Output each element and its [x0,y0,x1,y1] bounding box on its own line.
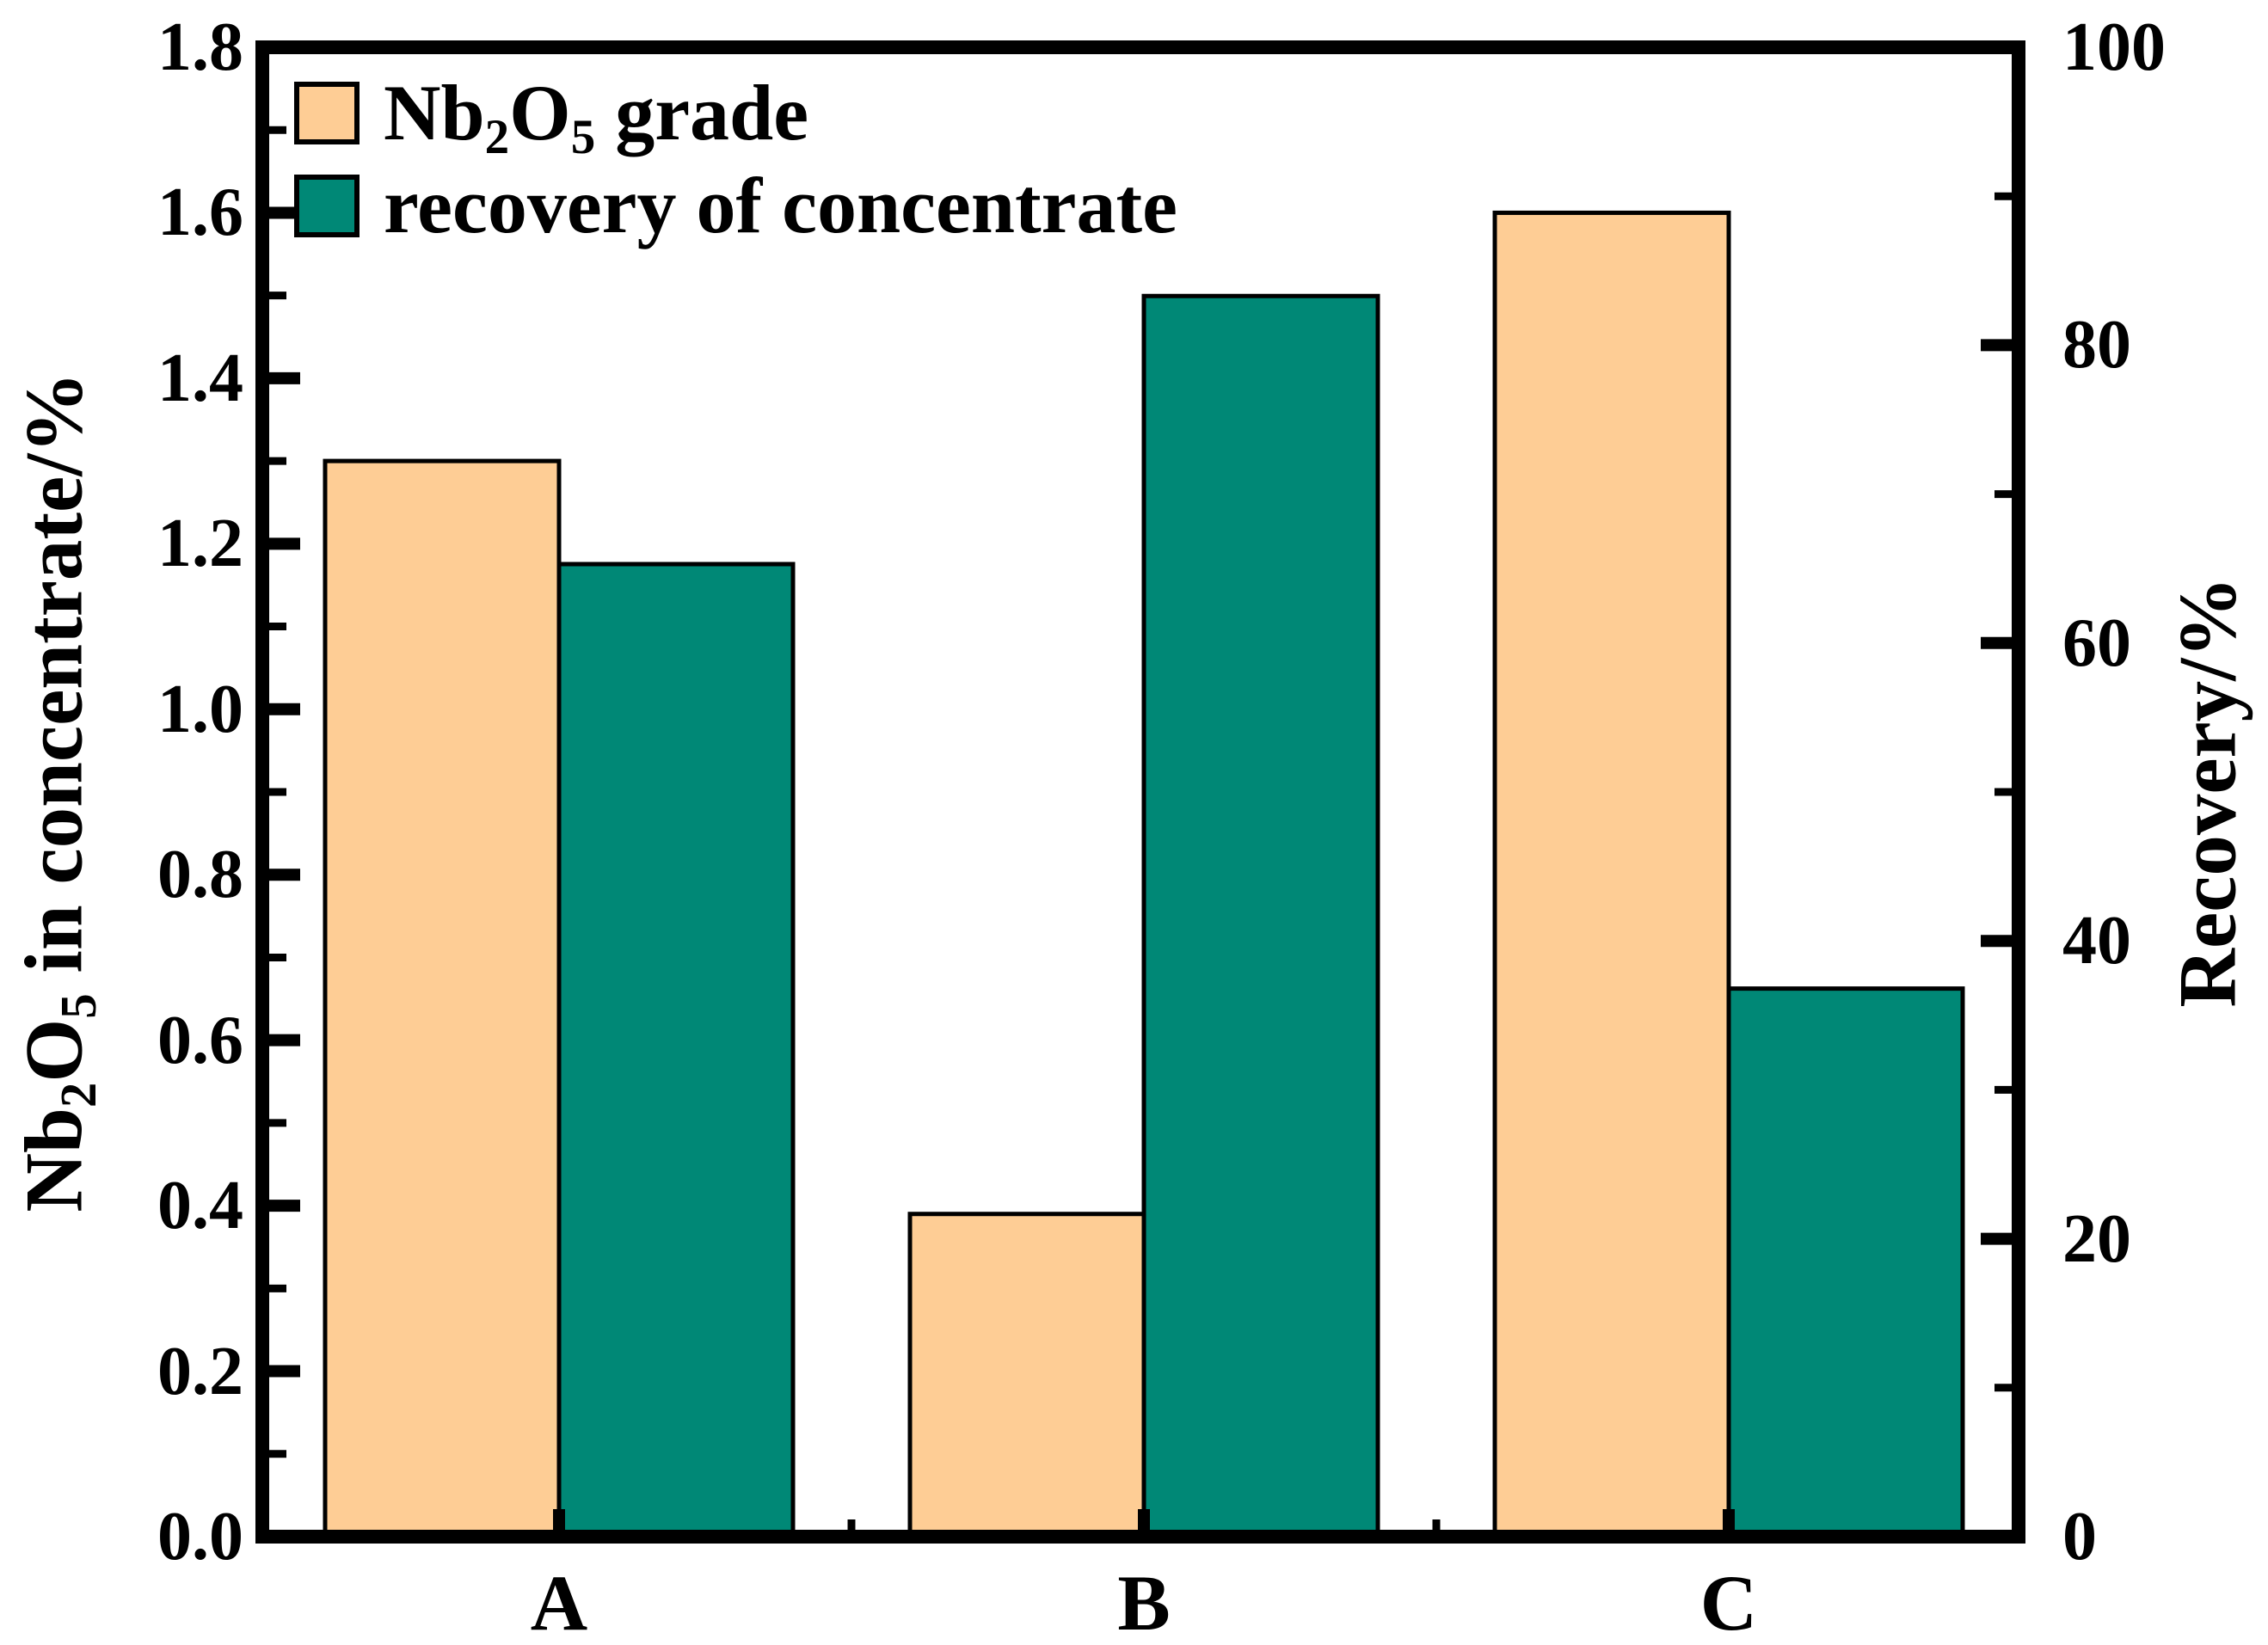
legend-swatch-recovery [294,174,360,237]
x-axis-category-label-C: C [1699,1559,1758,1645]
right-axis-tick-label-80: 80 [2062,307,2131,384]
x-axis-category-label-B: B [1117,1559,1171,1645]
legend-entry-recovery: recovery of concentrate [294,166,1177,245]
left-axis-tick-label-1.2: 1.2 [157,506,243,582]
legend-label-grade: Nb2O5 grade [384,69,809,164]
left-axis-tick-label-0.0: 0.0 [157,1499,243,1574]
left-axis-tick-label-1.8: 1.8 [157,9,243,85]
x-axis-category-label-A: A [530,1559,588,1645]
left-axis-tick-label-1.6: 1.6 [157,175,243,251]
right-axis-tick-label-20: 20 [2062,1200,2131,1277]
left-axis-tick-label-1.4: 1.4 [157,340,243,416]
bar-C-recovery [1726,986,1965,1539]
left-axis-title: Nb2O5 in concentrate/% [8,371,107,1212]
left-axis-tick-label-0.6: 0.6 [157,1002,243,1078]
bar-B-recovery [1141,293,1380,1539]
right-axis-title: Recovery/% [2161,576,2253,1008]
bar-C-grade [1492,210,1731,1539]
left-axis-tick-label-0.8: 0.8 [157,837,243,913]
left-axis-tick-label-1.0: 1.0 [157,671,243,747]
bar-B-grade [907,1212,1146,1539]
left-axis-tick-label-0.4: 0.4 [157,1168,243,1244]
right-axis-tick-label-0: 0 [2062,1499,2097,1574]
legend-swatch-grade [294,81,360,144]
right-axis-tick-label-60: 60 [2062,605,2131,681]
right-axis-tick-label-100: 100 [2062,9,2166,85]
legend-entry-grade: Nb2O5 grade [294,69,809,164]
legend-label-recovery: recovery of concentrate [384,162,1177,249]
right-axis-tick-label-40: 40 [2062,903,2131,979]
bar-A-grade [323,458,562,1539]
left-axis-tick-label-0.2: 0.2 [157,1333,243,1409]
bar-A-recovery [556,562,796,1539]
